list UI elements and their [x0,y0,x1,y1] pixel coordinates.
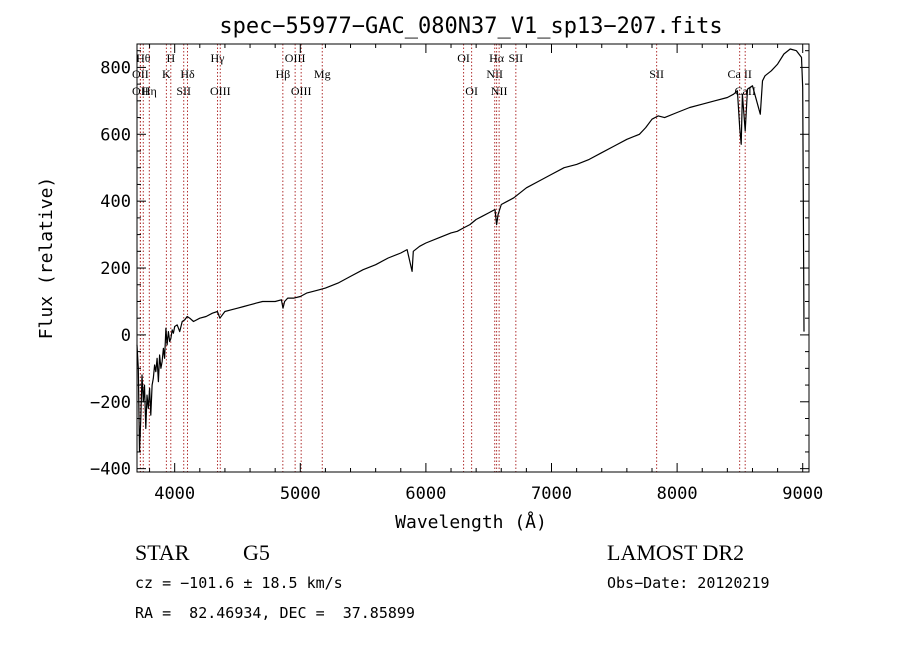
line-marker-label: Hγ [211,51,226,65]
redshift-cz: cz = −101.6 ± 18.5 km/s [135,574,343,592]
line-marker-label: H [166,51,175,65]
line-marker-label: SII [176,84,191,98]
line-marker-label: NII [491,84,508,98]
line-marker-label: OIII [291,84,312,98]
y-tick-label: −200 [90,393,131,413]
spectrum-series [136,48,805,453]
line-marker-label: Hβ [275,67,290,81]
x-tick-label: 6000 [405,484,446,504]
survey-name: LAMOST DR2 [607,540,745,565]
y-tick-label: 800 [100,58,131,78]
y-tick-label: 0 [121,326,131,346]
line-marker-label: Hδ [180,67,195,81]
line-marker-label: SII [508,51,523,65]
y-axis: −400 −200 0 200 400 600 800 [90,50,809,480]
y-tick-label: 200 [100,259,131,279]
y-axis-label: Flux (relative) [36,177,57,340]
line-marker-label: SII [649,67,664,81]
x-tick-label: 5000 [280,484,321,504]
line-marker-label: Ca II [728,67,752,81]
x-tick-label: 9000 [782,484,823,504]
object-class: STAR [135,540,190,565]
line-marker-label: OII [132,67,149,81]
line-marker-label: OII [132,84,149,98]
x-tick-label: 8000 [657,484,698,504]
plot-frame [136,43,810,473]
line-marker-label: OI [465,84,478,98]
line-marker-label: OIII [285,51,306,65]
line-marker-label: Mg [314,67,331,81]
x-axis: 4000 5000 6000 7000 8000 9000 [149,44,823,504]
chart-title: spec−55977−GAC_080N37_V1_sp13−207.fits [219,14,722,39]
object-subclass: G5 [243,540,270,565]
line-marker-label: NII [486,67,503,81]
x-axis-label: Wavelength (Å) [395,511,547,533]
line-marker-label: OI [457,51,470,65]
line-marker-label: Hθ [136,51,151,65]
x-tick-label: 4000 [154,484,195,504]
line-marker-label: OIII [210,84,231,98]
observation-date: Obs−Date: 20120219 [607,574,770,592]
emission-line-markers: HθOIIOIIHηKHSIIHδHγOIIIHβOIIIOIIIMgOIOIN… [132,44,756,472]
line-marker-label: Hα [489,51,505,65]
x-tick-label: 7000 [531,484,572,504]
y-tick-label: −400 [90,460,131,480]
line-marker-label: Hη [142,84,157,98]
y-tick-label: 400 [100,192,131,212]
ra-dec: RA = 82.46934, DEC = 37.85899 [135,604,415,622]
spectrum-line-0 [136,48,805,453]
y-tick-label: 600 [100,125,131,145]
line-marker-label: K [162,67,171,81]
